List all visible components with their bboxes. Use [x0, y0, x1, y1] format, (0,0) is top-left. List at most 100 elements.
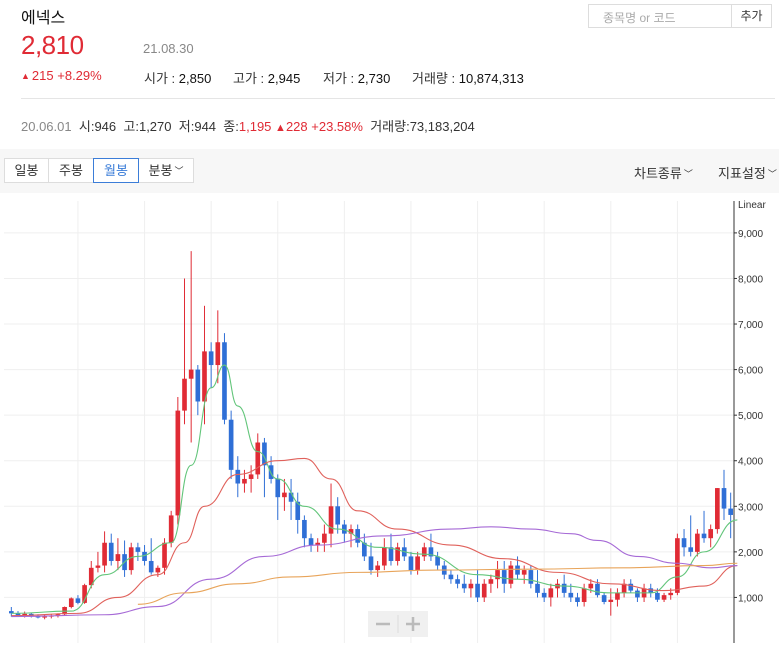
candle-body	[195, 369, 201, 402]
candle-body	[575, 597, 580, 602]
candle-body	[188, 369, 194, 379]
candle-body	[508, 565, 514, 584]
candle-body	[162, 542, 167, 568]
candle-body	[681, 538, 687, 548]
candle-body	[8, 611, 14, 614]
candle-body	[461, 583, 467, 589]
candle-body	[548, 588, 554, 598]
tab-weekly[interactable]: 주봉	[48, 158, 94, 183]
candle-body	[302, 519, 307, 539]
candle-body	[202, 351, 207, 402]
candle-body	[148, 560, 154, 573]
candle-body	[275, 478, 281, 498]
candle-body	[282, 492, 287, 498]
y-tick-label: 2,000	[738, 548, 763, 559]
candle-body	[135, 547, 141, 552]
candle-body	[455, 579, 460, 584]
candle-body	[222, 342, 227, 420]
candle-body	[68, 598, 74, 608]
candle-body	[175, 410, 181, 516]
candle-body	[468, 583, 474, 589]
stat-high: 고가 : 2,945	[233, 71, 301, 86]
candle-body	[55, 614, 61, 616]
candle-body	[115, 554, 121, 561]
candle-body	[155, 567, 161, 573]
candle-body	[215, 342, 221, 366]
candle-body	[501, 570, 507, 584]
candle-body	[521, 570, 527, 575]
stat-volume: 거래량 : 10,874,313	[412, 71, 524, 86]
candle-body	[621, 583, 627, 593]
candle-body	[228, 419, 234, 470]
y-tick-label: 8,000	[738, 274, 763, 285]
candle-body	[628, 583, 634, 591]
candle-body	[561, 583, 567, 593]
candle-body	[728, 508, 734, 515]
candle-body	[108, 542, 114, 561]
candle-body	[362, 542, 367, 557]
search-input[interactable]: 종목명 or 코드	[588, 4, 732, 28]
candle-body	[655, 592, 660, 600]
y-tick-label: 7,000	[738, 320, 763, 331]
candle-body	[328, 506, 334, 534]
candle-body	[588, 583, 594, 589]
candle-body	[82, 585, 87, 603]
add-button[interactable]: 추가	[732, 4, 772, 28]
candle-body	[688, 547, 694, 552]
candle-body	[235, 469, 241, 484]
candle-body	[381, 547, 387, 566]
candle-body	[395, 547, 400, 561]
candle-body	[668, 592, 674, 596]
candle-body	[535, 583, 540, 593]
candle-body	[708, 529, 714, 539]
candle-body	[615, 592, 620, 600]
candle-body	[515, 565, 520, 575]
candle-body	[255, 442, 261, 475]
tab-monthly[interactable]: 월봉	[93, 158, 139, 183]
candle-body	[481, 583, 487, 598]
candle-body	[661, 595, 667, 600]
tab-daily[interactable]: 일봉	[4, 158, 49, 183]
chevron-down-icon: ﹀	[683, 169, 693, 179]
candle-body	[435, 556, 440, 566]
candle-body	[308, 538, 314, 546]
candle-body	[355, 529, 361, 543]
candle-body	[262, 442, 267, 466]
y-tick-label: 9,000	[738, 229, 763, 240]
moving-average-line-ma5	[11, 364, 738, 614]
stock-name: 에넥스	[21, 10, 66, 27]
listing-info: 20.06.01 시:946 고:1,270 저:944 종:1,195 ▲22…	[21, 119, 475, 134]
moving-average-line-ma60	[11, 526, 738, 618]
chevron-down-icon: ﹀	[767, 169, 777, 179]
candle-body	[88, 567, 94, 586]
stat-low: 저가 : 2,730	[323, 71, 391, 86]
candle-body	[721, 488, 727, 509]
candle-body	[415, 556, 420, 571]
candle-body	[715, 488, 720, 530]
candle-body	[608, 599, 614, 602]
candle-body	[541, 592, 547, 598]
candle-body	[348, 529, 354, 534]
y-tick-label: 4,000	[738, 457, 763, 468]
chevron-down-icon: ﹀	[174, 166, 184, 176]
candle-body	[288, 492, 294, 502]
price-change: ▲ 215 +8.29%	[21, 68, 102, 83]
y-tick-label: 6,000	[738, 366, 763, 377]
candle-body	[388, 547, 394, 561]
candle-body	[488, 579, 494, 584]
price-date: 21.08.30	[143, 41, 194, 56]
candle-body	[495, 570, 500, 580]
change-percent: +8.29%	[57, 68, 102, 83]
candle-body	[322, 533, 327, 543]
candle-body	[375, 565, 380, 571]
candle-body	[95, 565, 101, 568]
tab-minute[interactable]: 분봉 ﹀	[138, 158, 194, 183]
price-chart[interactable]: Linear 1,000 2,000 3,000 4,000 5,000 6,000 7,00…	[0, 193, 779, 645]
indicator-settings-menu[interactable]: 지표설정 ﹀	[718, 166, 777, 181]
candle-body	[568, 592, 574, 598]
candle-body	[421, 547, 427, 557]
chart-type-menu[interactable]: 차트종류 ﹀	[634, 166, 693, 181]
scale-label: Linear	[738, 200, 766, 211]
up-triangle-icon: ▲	[21, 71, 30, 81]
candle-body	[428, 547, 434, 557]
